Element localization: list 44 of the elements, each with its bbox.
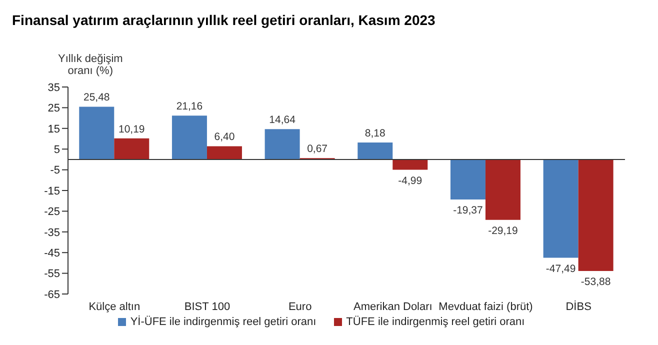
- y-tick-label: -55: [44, 268, 60, 280]
- x-tick-label: Külçe altın: [88, 300, 140, 313]
- data-label: -47,49: [546, 262, 576, 275]
- bar: [543, 159, 578, 258]
- bar: [172, 116, 207, 160]
- bar: [485, 159, 520, 220]
- y-tick-label: 25: [48, 102, 60, 115]
- y-tick-label: 5: [54, 144, 60, 156]
- data-label: -4,99: [398, 174, 422, 187]
- x-tick-label: BIST 100: [184, 300, 230, 313]
- y-tick-label: -25: [44, 206, 60, 218]
- bar: [79, 106, 114, 160]
- y-tick-label: -5: [50, 164, 60, 177]
- data-label: -19,37: [453, 204, 484, 217]
- data-label: -29,19: [488, 224, 518, 237]
- y-tick-label: -45: [44, 248, 60, 260]
- data-label: 14,64: [269, 114, 296, 126]
- data-label: 25,48: [84, 92, 110, 104]
- bar: [114, 138, 150, 160]
- data-label: -53,88: [580, 276, 611, 288]
- data-label: 8,18: [364, 128, 386, 140]
- data-label: 6,40: [214, 131, 235, 144]
- x-tick-label: DİBS: [566, 300, 592, 313]
- bar: [450, 159, 486, 200]
- data-label: 21,16: [176, 100, 203, 113]
- bar: [358, 142, 393, 160]
- y-tick-label: 15: [48, 123, 60, 136]
- x-tick-label: Amerikan Doları: [353, 300, 432, 313]
- x-tick-label: Mevduat faizi (brüt): [438, 300, 533, 313]
- y-axis-title: Yıllık değişim oranı (%): [58, 53, 123, 77]
- bar: [206, 146, 242, 160]
- chart-title: Finansal yatırım araçlarının yıllık reel getiri oranları, Kasım 2023: [12, 12, 436, 28]
- bar: [264, 129, 300, 160]
- y-tick-label: -35: [44, 226, 60, 239]
- legend-label: TÜFE ile indirgenmiş reel getiri oranı: [345, 316, 525, 328]
- y-tick-label: -15: [44, 185, 60, 198]
- bar: [392, 159, 428, 170]
- bar: [578, 159, 614, 271]
- data-label: 10,19: [118, 123, 145, 136]
- legend-label: Yİ-ÜFE ile indirgenmiş reel getiri oranı: [129, 316, 316, 328]
- y-tick-label: 35: [48, 82, 60, 94]
- x-tick-label: Euro: [288, 300, 312, 313]
- data-label: 0,67: [307, 143, 328, 156]
- y-tick-label: -65: [44, 288, 60, 301]
